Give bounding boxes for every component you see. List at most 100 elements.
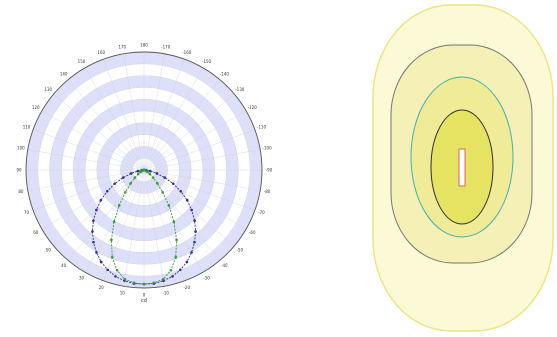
curve-c90-c270-point (115, 269, 119, 272)
polar-angle-label: -10 (162, 291, 169, 296)
curve-c90-c270-point (143, 168, 147, 172)
curve-c0-c180-point (106, 268, 109, 272)
curve-c90-c270-point (139, 170, 142, 174)
polar-grid-spoke (33, 169, 145, 211)
polar-angle-label: -170 (161, 44, 171, 49)
polar-grid-spoke (123, 169, 145, 287)
curve-c0-c180-point (185, 260, 189, 264)
curve-c90-c270-point (161, 190, 165, 194)
polar-grid-spoke (143, 129, 255, 171)
curve-c0-c180-point (95, 208, 98, 212)
polar-grid-spoke (143, 110, 247, 171)
curve-c0-c180-point (193, 219, 196, 222)
curve-c90-c270-point (161, 277, 165, 281)
curve-c0-c180-point (91, 230, 94, 233)
curve-c0-c180-point (155, 172, 159, 175)
curve-c90-c270-point (117, 204, 121, 207)
polar-angle-label: -30 (203, 276, 210, 281)
polar-angle-label: 30 (79, 276, 85, 281)
curve-c0-c180-point (129, 172, 133, 175)
polar-grid-spoke (123, 53, 145, 171)
polar-grid-spoke (143, 169, 220, 261)
polar-angle-label: 40 (61, 263, 67, 268)
curve-c0-c180-point (99, 198, 103, 202)
curve-c90-c270-point (112, 220, 116, 224)
polar-angle-label: 70 (24, 210, 30, 215)
curve-c0-c180-point (113, 182, 117, 185)
curve-c90-c270-point (152, 281, 156, 285)
polar-grid-spoke (143, 59, 185, 171)
polar-angle-label: 50 (46, 248, 52, 253)
curve-c0-c180-point (179, 268, 182, 272)
curve-c90-c270-point (151, 176, 155, 179)
polar-diagram-svg: 180 -170-160-150-140-130-120-110-100-90-8… (16, 42, 272, 304)
curve-c0-c180-point (193, 240, 196, 244)
curve-c0-c180-point (92, 240, 95, 244)
polar-grid-spoke (143, 149, 261, 171)
polar-angle-label: -40 (221, 263, 228, 268)
polar-grid-spoke (27, 169, 145, 191)
curve-c0-c180-point (171, 182, 175, 185)
polar-grid-spoke (143, 169, 261, 191)
polar-grid-spoke (27, 149, 145, 171)
polar-angle-label: -120 (248, 105, 258, 110)
polar-angle-label: 20 (99, 285, 105, 290)
polar-angle-label: 140 (60, 72, 68, 77)
curve-c0-c180-point (190, 208, 193, 212)
polar-grid-spoke (41, 169, 145, 230)
curve-c90-c270-point (175, 238, 178, 242)
curve-c90-c270-point (174, 255, 178, 259)
polar-angle-label: -110 (257, 125, 267, 130)
curve-c0-c180-point (99, 260, 103, 264)
curve-c0-c180-point (171, 275, 174, 278)
polar-angle-label: -160 (182, 50, 192, 55)
polar-grid-spoke (143, 169, 247, 230)
curve-c90-c270-point (167, 204, 171, 207)
polar-angle-label: 170 (118, 44, 126, 49)
polar-grid-spoke (68, 79, 145, 171)
polar-angle-label: -140 (220, 72, 230, 77)
curve-c0-c180-point (185, 198, 189, 202)
polar-luminous-intensity-diagram: 180 -170 -160 -150 -140 -130 -120 -110 -100 -90 -8… (16, 25, 272, 330)
polar-grid-spoke (143, 79, 220, 171)
polar-angle-label: 60 (33, 230, 39, 235)
curve-c90-c270-point (129, 182, 132, 185)
polar-grid-spoke (143, 169, 165, 287)
curve-c90-c270-point (132, 281, 136, 285)
polar-angle-label: 10 (120, 291, 126, 296)
polar-grid-spoke (53, 169, 145, 246)
polar-grid-spoke (84, 67, 145, 171)
polar-angle-label: 150 (78, 59, 86, 64)
polar-grid-spoke (143, 53, 165, 171)
curve-c0-c180-point (190, 251, 193, 254)
curve-c0-c180-point (194, 230, 197, 233)
polar-angle-label: 130 (44, 87, 52, 92)
polar-angle-label: 0 (143, 292, 146, 297)
polar-angle-label: -60 (249, 230, 256, 235)
polar-angle-label: -50 (236, 248, 243, 253)
curve-c0-c180-point (95, 251, 98, 254)
curve-c0-c180-point (179, 189, 183, 193)
polar-angle-label: 90 (16, 167, 22, 172)
curve-c0-c180-point (105, 189, 109, 193)
polar-angle-label: 100 (17, 146, 25, 151)
curve-c90-c270-point (172, 220, 176, 224)
curve-c90-c270-point (142, 282, 146, 286)
curve-c0-c180-point (163, 176, 166, 179)
polar-angle-label: -70 (258, 210, 265, 215)
polar-grid-spoke (41, 110, 145, 171)
polar-grid-spoke (143, 67, 204, 171)
polar-grid-spoke (143, 169, 185, 281)
polar-grid-spoke (33, 129, 145, 171)
polar-angle-label: -20 (183, 285, 190, 290)
isolux-contour-diagram (360, 0, 557, 337)
curve-c0-c180-point (122, 176, 125, 179)
polar-grid-spoke (68, 169, 145, 261)
polar-angle-label: 110 (23, 125, 31, 130)
polar-angle-label: 120 (32, 105, 40, 110)
polar-grid-spoke (143, 169, 235, 246)
curve-c90-c270-point (156, 182, 159, 185)
polar-angle-label: -130 (235, 87, 245, 92)
luminaire-outline (458, 148, 466, 187)
curve-c90-c270-point (133, 176, 137, 179)
